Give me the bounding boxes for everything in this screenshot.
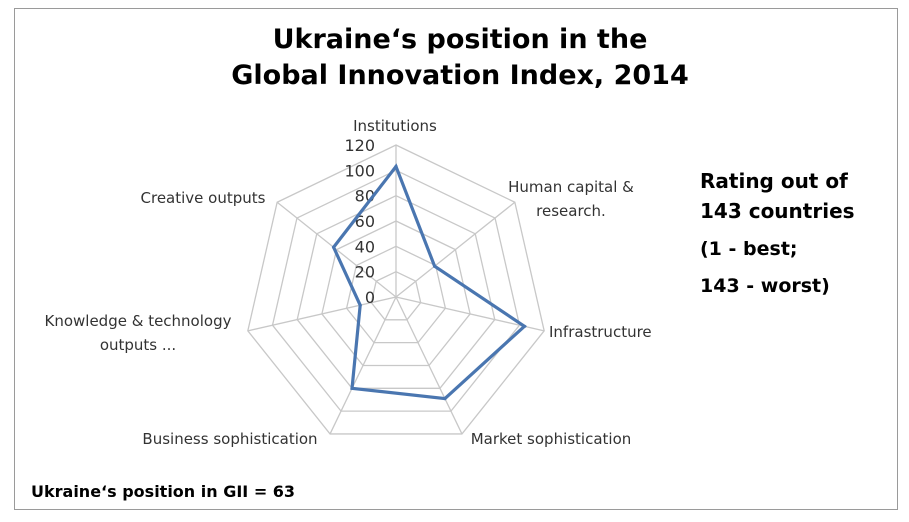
category-label: Creative outputs	[141, 189, 266, 207]
series-point	[358, 303, 362, 307]
radar-spoke	[395, 296, 545, 332]
grid-ring-120	[247, 144, 545, 435]
category-label-line: Business sophistication	[142, 430, 317, 448]
grid-ring-100	[271, 169, 521, 412]
category-label: Infrastructure	[549, 323, 652, 341]
category-label: Human capital & research.	[508, 178, 634, 220]
category-label-line: Infrastructure	[549, 323, 652, 341]
series-point	[522, 324, 527, 328]
tick-label: 120	[344, 136, 375, 155]
grid-ring-80	[296, 194, 496, 389]
tick-label: 100	[344, 161, 375, 180]
radar-spoke	[276, 201, 397, 298]
series-point	[443, 396, 447, 401]
category-label: Market sophistication	[471, 430, 632, 448]
rating-note-line-4: 143 - worst)	[700, 275, 830, 297]
radar-spoke	[395, 201, 516, 298]
tick-label: 60	[355, 212, 375, 231]
radar-grid	[247, 144, 545, 435]
grid-ring-40	[345, 245, 447, 344]
category-label: Knowledge & technology outputs ...	[45, 312, 232, 354]
category-label-line: research.	[536, 202, 606, 220]
category-label: Institutions	[353, 117, 437, 135]
category-label-line: Market sophistication	[471, 430, 632, 448]
radar-axes	[247, 145, 545, 435]
grid-ring-60	[321, 220, 471, 367]
radar-spoke	[329, 296, 397, 435]
category-label: Business sophistication	[142, 430, 317, 448]
radar-spoke	[395, 296, 463, 435]
category-label-line: Human capital &	[508, 178, 634, 196]
rating-note-line-3: (1 - best;	[700, 238, 798, 260]
rating-note-line-2: 143 countries	[700, 199, 855, 223]
grid-ring-20	[370, 270, 422, 321]
chart-title: Ukraine‘s position in the Global Innovat…	[150, 22, 770, 94]
category-label-line: Institutions	[353, 117, 437, 135]
category-label-line: Knowledge & technology	[45, 312, 232, 330]
chart-title-line-2: Global Innovation Index, 2014	[231, 60, 689, 91]
tick-label: 20	[355, 263, 375, 282]
tick-label: 40	[355, 237, 375, 256]
series-point	[332, 245, 336, 249]
chart-title-line-1: Ukraine‘s position in the	[272, 24, 648, 55]
category-label-line: outputs ...	[100, 336, 176, 354]
radar-spoke	[247, 296, 397, 332]
series-point	[394, 164, 398, 169]
series-line	[331, 163, 528, 401]
gii-position-note: Ukraine‘s position in GII = 63	[31, 482, 296, 501]
category-label-line: Creative outputs	[141, 189, 266, 207]
series-point	[433, 264, 437, 268]
rating-note-line-1: Rating out of	[700, 169, 848, 193]
radar-series	[331, 163, 528, 401]
rating-note: Rating out of 143 countries (1 - best; 1…	[700, 166, 890, 300]
radar-category-labels: Institutions Human capital & research. Infr…	[45, 117, 652, 448]
tick-label: 0	[365, 288, 375, 307]
chart-frame	[14, 8, 898, 510]
series-point	[350, 386, 354, 390]
